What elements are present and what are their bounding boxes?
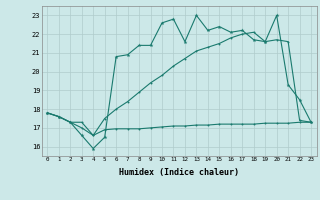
X-axis label: Humidex (Indice chaleur): Humidex (Indice chaleur) [119,168,239,177]
